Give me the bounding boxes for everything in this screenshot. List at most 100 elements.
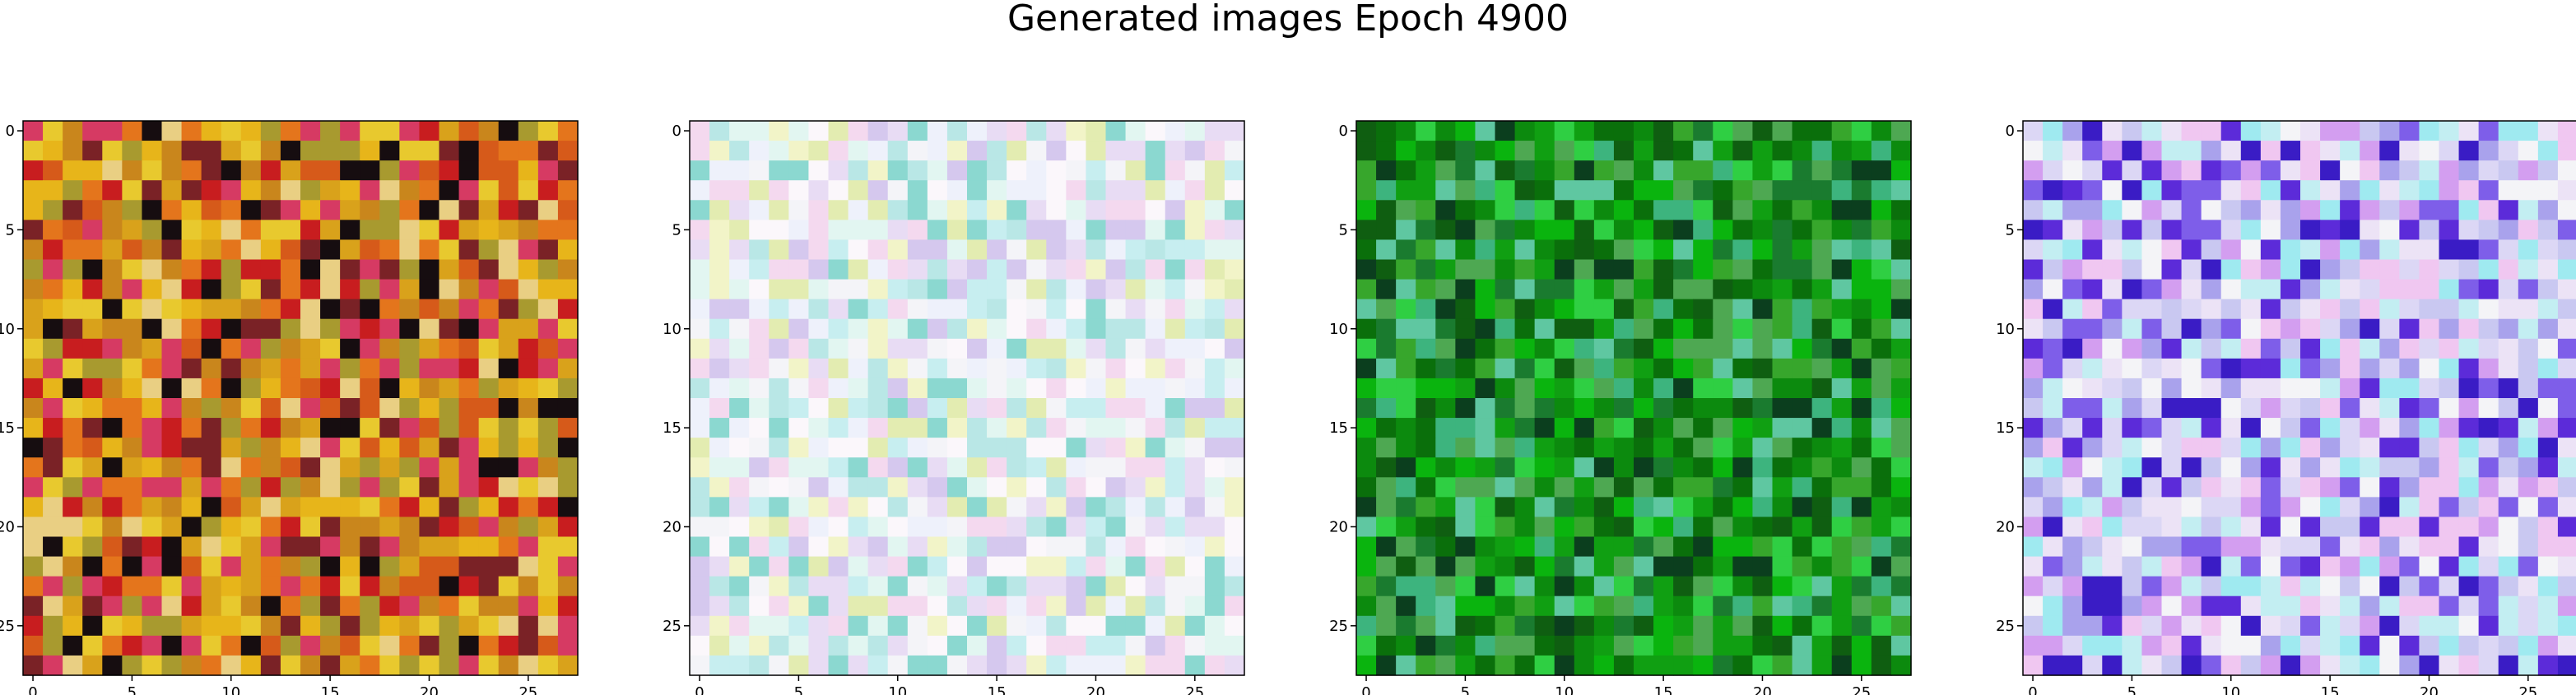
pixel-cell: [1495, 595, 1516, 617]
pixel-cell: [300, 497, 321, 518]
pixel-cell: [769, 438, 789, 458]
pixel-cell: [102, 378, 123, 399]
pixel-cell: [221, 635, 242, 656]
pixel-cell: [1871, 121, 1892, 141]
pixel-cell: [419, 457, 440, 478]
pixel-cell: [2557, 497, 2576, 518]
pixel-cell: [280, 239, 301, 261]
pixel-cell: [2161, 418, 2183, 438]
pixel-cell: [2458, 477, 2480, 498]
pixel-cell: [2300, 438, 2321, 458]
pixel-cell: [2240, 418, 2262, 438]
pixel-cell: [102, 160, 123, 181]
pixel-cell: [2201, 615, 2222, 637]
pixel-cell: [1574, 655, 1595, 676]
pixel-cell: [1007, 536, 1027, 558]
pixel-cell: [749, 536, 770, 558]
pixel-cell: [2360, 418, 2380, 438]
pixel-cell: [1890, 318, 1912, 340]
pixel-cell: [1772, 615, 1793, 637]
pixel-cell: [709, 239, 730, 261]
pixel-cell: [2023, 595, 2044, 617]
pixel-cell: [2498, 141, 2519, 161]
pixel-cell: [82, 318, 103, 340]
pixel-cell: [260, 259, 281, 280]
pixel-cell: [1125, 497, 1146, 518]
pixel-cell: [23, 635, 44, 656]
pixel-cell: [1396, 200, 1416, 220]
pixel-cell: [2458, 517, 2480, 538]
pixel-cell: [102, 141, 123, 161]
pixel-cell: [300, 556, 321, 577]
pixel-cell: [1851, 279, 1872, 300]
pixel-cell: [1026, 497, 1047, 518]
pixel-cell: [2360, 635, 2380, 656]
pixel-cell: [709, 160, 730, 181]
pixel-cell: [498, 477, 519, 498]
pixel-cell: [2458, 536, 2480, 558]
pixel-cell: [2062, 635, 2083, 656]
pixel-cell: [419, 200, 440, 220]
pixel-cell: [1066, 180, 1087, 201]
pixel-cell: [1613, 239, 1634, 261]
pixel-cell: [300, 477, 321, 498]
pixel-cell: [1376, 497, 1397, 518]
pixel-cell: [1224, 655, 1245, 676]
pixel-cell: [808, 378, 830, 399]
pixel-cell: [360, 318, 380, 340]
pixel-cell: [360, 517, 380, 538]
pixel-cell: [43, 655, 63, 676]
pixel-cell: [907, 615, 928, 637]
pixel-cell: [43, 259, 63, 280]
pixel-cell: [1184, 220, 1206, 241]
pixel-cell: [848, 477, 869, 498]
pixel-cell: [280, 398, 301, 419]
pixel-cell: [478, 615, 500, 637]
pixel-cell: [2082, 398, 2103, 419]
pixel-cell: [1066, 497, 1087, 518]
pixel-cell: [2478, 338, 2499, 359]
pixel-cell: [1376, 239, 1397, 261]
pixel-cell: [2122, 358, 2143, 379]
pixel-cell: [927, 595, 948, 617]
pixel-cell: [2181, 358, 2202, 379]
pixel-cell: [907, 517, 928, 538]
pixel-cell: [2161, 358, 2183, 379]
pixel-cell: [1574, 595, 1595, 617]
pixel-cell: [2220, 121, 2242, 141]
pixel-cell: [1475, 318, 1496, 340]
pixel-cell: [749, 378, 770, 399]
pixel-cell: [2260, 595, 2281, 617]
pixel-cell: [122, 517, 143, 538]
pixel-cell: [63, 398, 83, 419]
pixel-cell: [1356, 259, 1377, 280]
pixel-cell: [419, 477, 440, 498]
pixel-cell: [1435, 418, 1456, 438]
pixel-cell: [729, 338, 750, 359]
pixel-cell: [2399, 576, 2420, 597]
pixel-cell: [1125, 121, 1146, 141]
pixel-cell: [788, 398, 810, 419]
pixel-cell: [788, 239, 810, 261]
pixel-cell: [2141, 615, 2163, 637]
pixel-cell: [2240, 180, 2262, 201]
pixel-cell: [280, 576, 301, 597]
pixel-cell: [1165, 259, 1186, 280]
pixel-cell: [1634, 398, 1654, 419]
pixel-cell: [2419, 121, 2440, 141]
pixel-cell: [1811, 220, 1833, 241]
pixel-cell: [828, 141, 849, 161]
pixel-cell: [300, 615, 321, 637]
pixel-cell: [1046, 180, 1067, 201]
x-tick-label: 15: [1654, 684, 1673, 695]
pixel-cell: [142, 299, 163, 320]
pixel-cell: [2518, 635, 2539, 656]
pixel-cell: [1416, 536, 1436, 558]
pixel-cell: [122, 477, 143, 498]
pixel-cell: [340, 655, 360, 676]
pixel-cell: [769, 655, 789, 676]
pixel-cell: [2557, 655, 2576, 676]
pixel-cell: [2419, 220, 2440, 241]
pixel-cell: [1534, 338, 1555, 359]
pixel-cell: [788, 655, 810, 676]
